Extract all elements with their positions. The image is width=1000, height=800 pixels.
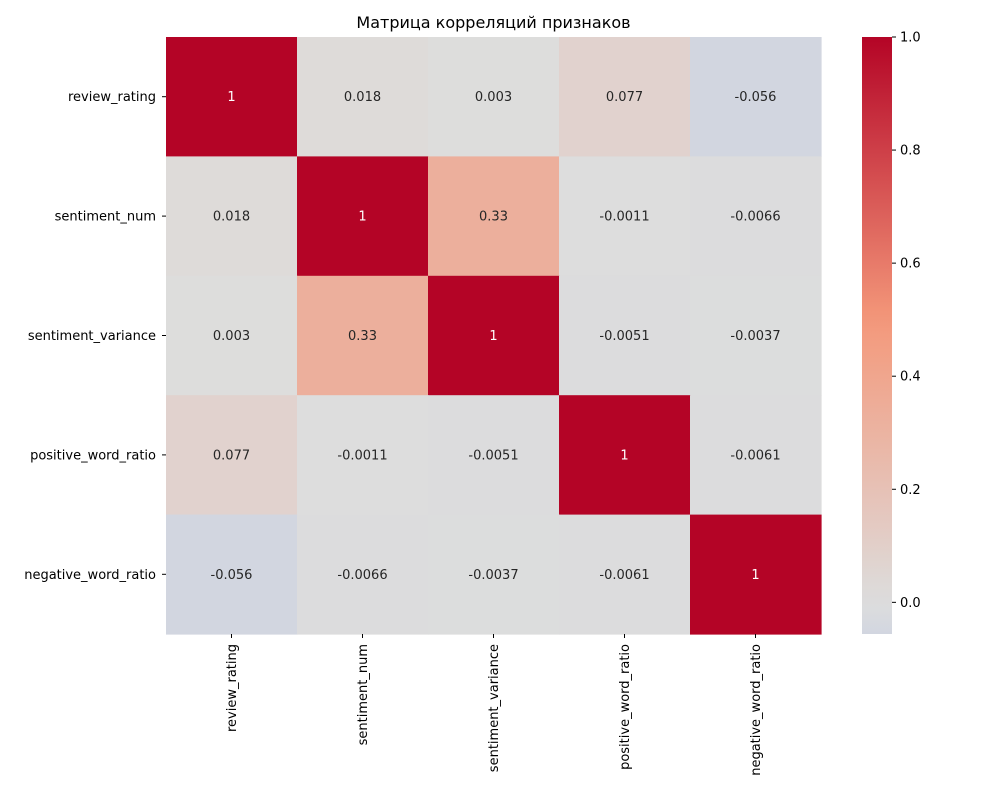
colorbar-tick-label: 0.8: [900, 144, 921, 159]
colorbar-tick-label: 1.0: [900, 31, 921, 46]
cell-value-label: -0.0011: [599, 210, 649, 225]
cell-value-label: 0.003: [213, 329, 250, 344]
cell-value-label: 0.018: [213, 210, 250, 225]
cell-value-label: -0.0061: [730, 448, 780, 463]
heatmap-cell: [428, 156, 560, 277]
heatmap-cell: [166, 156, 298, 277]
colorbar-gradient: [862, 37, 892, 634]
colorbar-tick-label: 0.6: [900, 257, 921, 272]
heatmap-cell: [297, 37, 429, 157]
y-tick-label: sentiment_variance: [28, 329, 156, 344]
cell-value-label: -0.0051: [599, 329, 649, 344]
cell-value-label: 0.018: [344, 90, 381, 105]
x-axis: review_rating sentiment_num sentiment_vari…: [225, 634, 764, 776]
cell-value-label: 0.077: [606, 90, 643, 105]
chart-title: Матрица корреляций признаков: [356, 13, 630, 32]
y-tick-label: positive_word_ratio: [30, 448, 156, 463]
heatmap-cell: [166, 395, 298, 516]
x-tick-label: review_rating: [225, 644, 240, 732]
cell-value-label: -0.0011: [337, 448, 387, 463]
heatmap-cell: [297, 275, 429, 396]
heatmap-cell: [690, 37, 822, 157]
heatmap-cell: [428, 514, 560, 635]
y-tick-label: review_rating: [68, 90, 156, 105]
heatmap-cell: [559, 514, 691, 635]
colorbar-tick-label: 0.4: [900, 370, 921, 385]
heatmap-cell: [690, 275, 822, 396]
y-tick-label: sentiment_num: [55, 210, 156, 225]
heatmap-cells: 1 0.018 0.003 0.077 -0.056 0.018 1 0.33 -0.0011 -…: [166, 37, 822, 635]
y-axis: review_rating sentiment_num sentiment_vari…: [24, 90, 166, 583]
heatmap-cell: [297, 395, 429, 516]
heatmap-cell: [297, 514, 429, 635]
cell-value-label: -0.0037: [468, 568, 518, 583]
heatmap-cell: [690, 156, 822, 277]
y-tick-label: negative_word_ratio: [24, 568, 156, 583]
heatmap-cell: [690, 514, 822, 635]
cell-value-label: 1: [751, 568, 759, 583]
heatmap-cell: [428, 37, 560, 157]
heatmap-cell: [428, 395, 560, 516]
x-tick-label: positive_word_ratio: [618, 644, 633, 770]
heatmap-cell: [297, 156, 429, 277]
cell-value-label: -0.0066: [730, 210, 780, 225]
cell-value-label: 1: [489, 329, 497, 344]
colorbar-tick-label: 0.0: [900, 596, 921, 611]
heatmap-cell: [166, 37, 298, 157]
heatmap-cell: [559, 156, 691, 277]
cell-value-label: 0.003: [475, 90, 512, 105]
cell-value-label: 1: [227, 90, 235, 105]
cell-value-label: 0.33: [348, 329, 377, 344]
cell-value-label: -0.0066: [337, 568, 387, 583]
heatmap-cell: [559, 395, 691, 516]
heatmap-cell: [559, 275, 691, 396]
cell-value-label: -0.0037: [730, 329, 780, 344]
cell-value-label: 1: [358, 210, 366, 225]
heatmap-cell: [690, 395, 822, 516]
colorbar-tick-label: 0.2: [900, 483, 921, 498]
cell-value-label: -0.056: [211, 568, 253, 583]
cell-value-label: -0.0061: [599, 568, 649, 583]
cell-value-label: 1: [620, 448, 628, 463]
cell-value-label: -0.056: [735, 90, 777, 105]
cell-value-label: 0.077: [213, 448, 250, 463]
heatmap-cell: [166, 514, 298, 635]
heatmap-cell: [559, 37, 691, 157]
cell-value-label: -0.0051: [468, 448, 518, 463]
cell-value-label: 0.33: [479, 210, 508, 225]
heatmap-cell: [428, 275, 560, 396]
x-tick-label: sentiment_variance: [487, 644, 502, 772]
heatmap-cell: [166, 275, 298, 396]
x-tick-label: sentiment_num: [356, 644, 371, 745]
colorbar: 0.0 0.2 0.4 0.6 0.8 1.0: [862, 31, 921, 634]
x-tick-label: negative_word_ratio: [749, 644, 764, 776]
